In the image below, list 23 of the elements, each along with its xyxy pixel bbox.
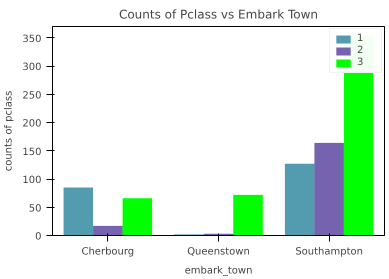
bar <box>122 198 152 236</box>
y-tick-label: 200 <box>22 118 42 130</box>
legend-label: 3 <box>357 57 364 68</box>
y-tick-label: 150 <box>22 146 42 158</box>
bar <box>284 164 314 236</box>
legend-label: 2 <box>357 45 364 56</box>
bar <box>93 226 123 236</box>
y-tick-label: 350 <box>22 34 42 45</box>
x-tick-label: Cherbourg <box>82 246 134 258</box>
x-tick-label: Southampton <box>295 246 363 258</box>
y-tick-label: 0 <box>35 232 42 242</box>
bar <box>233 194 263 236</box>
y-tick-label: 50 <box>28 203 42 214</box>
bar <box>64 187 94 236</box>
y-tick-label: 100 <box>22 175 42 186</box>
y-tick-label: 300 <box>22 62 42 74</box>
y-tick-label: 250 <box>22 90 42 102</box>
y-axis-title: counts of pclass <box>3 90 14 172</box>
x-axis-title: embark_town <box>184 266 252 276</box>
chart-title: Counts of Pclass vs Embark Town <box>118 8 318 22</box>
legend-label: 1 <box>357 33 364 44</box>
x-tick-label: Queenstown <box>187 246 250 258</box>
bar <box>314 142 344 236</box>
